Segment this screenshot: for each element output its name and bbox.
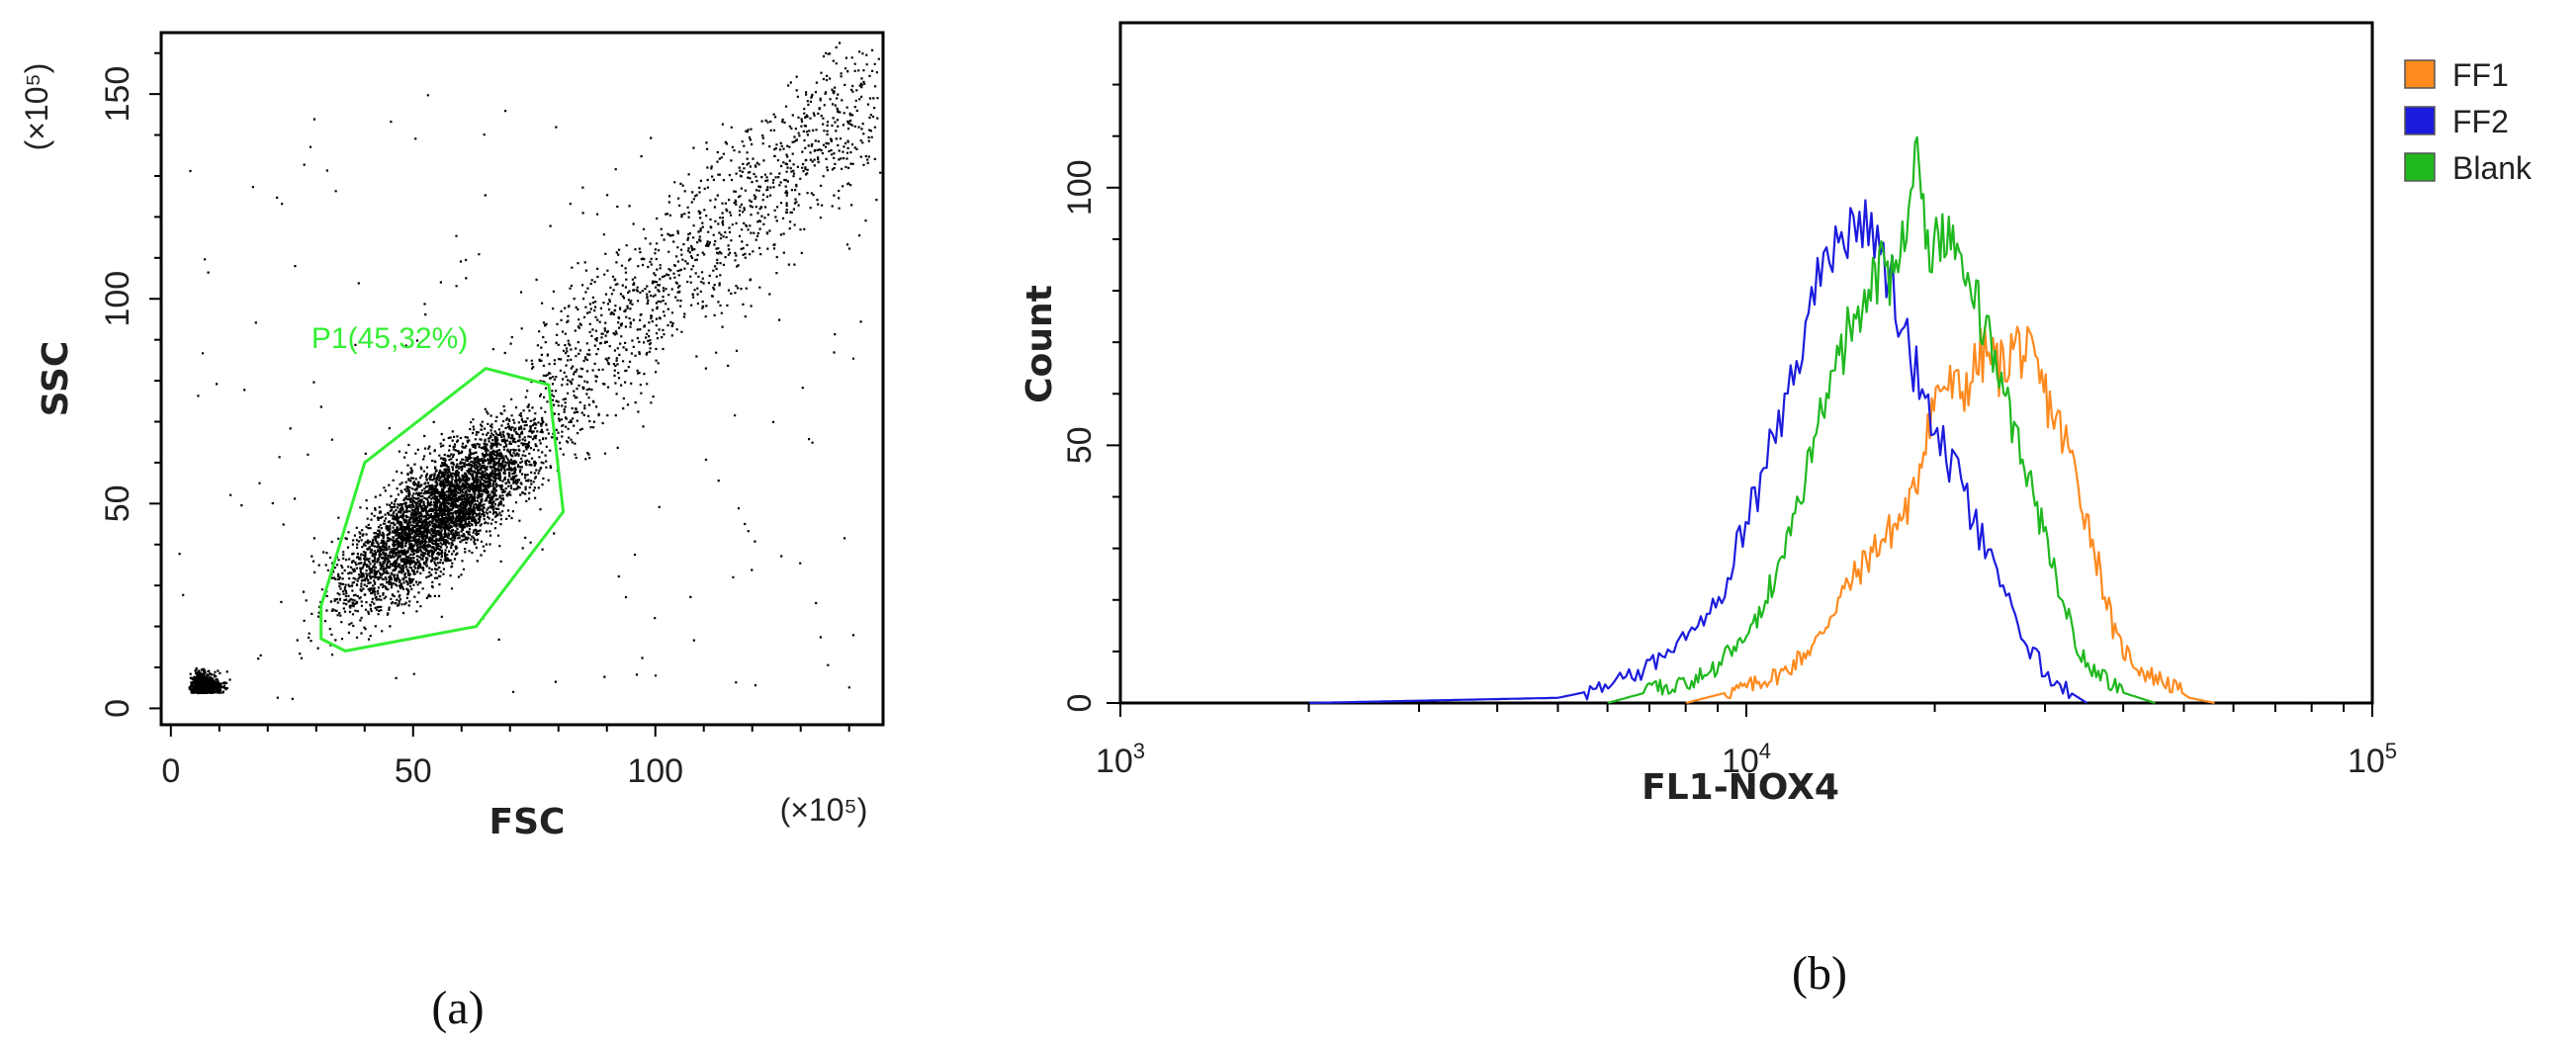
scatter-event-dots (178, 42, 882, 700)
y-tick-label: 100 (99, 271, 136, 327)
legend-label-ff2: FF2 (2452, 104, 2509, 139)
panel-label-a: (a) (431, 982, 484, 1034)
y-axis-unit: (×10⁵) (19, 63, 54, 151)
histogram-x-ticks: 103 104 105 (1096, 703, 2397, 780)
legend-swatch-ff1 (2404, 59, 2436, 89)
x-axis-label-fsc: FSC (489, 802, 566, 842)
x-tick-exponent: 4 (1759, 739, 1771, 763)
scatter-x-ticks: 0 50 100 (161, 725, 850, 790)
histogram-plot-frame (1118, 21, 2374, 705)
panel-label-b: (b) (1792, 947, 1847, 1000)
x-axis-unit: (×10⁵) (780, 792, 868, 828)
scatter-y-ticks: 0 50 100 150 (99, 51, 161, 718)
x-tick-label: 103 (1096, 739, 1145, 780)
x-tick-label: 105 (2348, 739, 2397, 780)
x-tick-exponent: 3 (1133, 739, 1145, 763)
gate-p1-polygon (319, 366, 566, 653)
x-tick-label: 50 (395, 752, 432, 790)
series-line-ff1 (1685, 325, 2215, 705)
y-tick-label: 50 (1061, 426, 1099, 464)
y-tick-label: 150 (99, 66, 136, 123)
scatter-panel: P1(45,32%) 0 50 100 0 50 100 150 FSC SSC (×10… (19, 31, 885, 1034)
histogram-y-ticks: 0 50 100 (1061, 83, 1120, 713)
scatter-points (178, 42, 882, 700)
legend-label-ff1: FF1 (2452, 57, 2509, 93)
gate-p1-label: P1(45,32%) (311, 322, 468, 355)
y-axis-label-ssc: SSC (36, 341, 76, 417)
y-tick-label: 0 (99, 699, 136, 718)
legend: FF1 FF2 Blank (2404, 57, 2532, 186)
x-tick-label: 0 (161, 752, 180, 790)
legend-swatch-blank (2404, 152, 2436, 182)
y-axis-label-count: Count (1020, 285, 1060, 403)
series-line-ff2 (1308, 199, 2087, 705)
x-tick-exponent: 5 (2385, 739, 2397, 763)
histogram-panel: 103 104 105 0 50 100 FL1-NOX4 Count FF1 FF2 Bl… (1020, 21, 2532, 1000)
series-line-blank (1607, 135, 2156, 705)
x-tick-label: 104 (1722, 739, 1771, 780)
y-tick-label: 0 (1061, 694, 1099, 713)
y-tick-label: 50 (99, 484, 136, 522)
histogram-series (1308, 135, 2215, 705)
x-tick-label: 100 (627, 752, 683, 790)
x-axis-label-fl1-nox4: FL1-NOX4 (1642, 767, 1839, 808)
legend-swatch-ff2 (2404, 106, 2436, 135)
y-tick-label: 100 (1061, 159, 1099, 216)
legend-label-blank: Blank (2452, 150, 2532, 186)
